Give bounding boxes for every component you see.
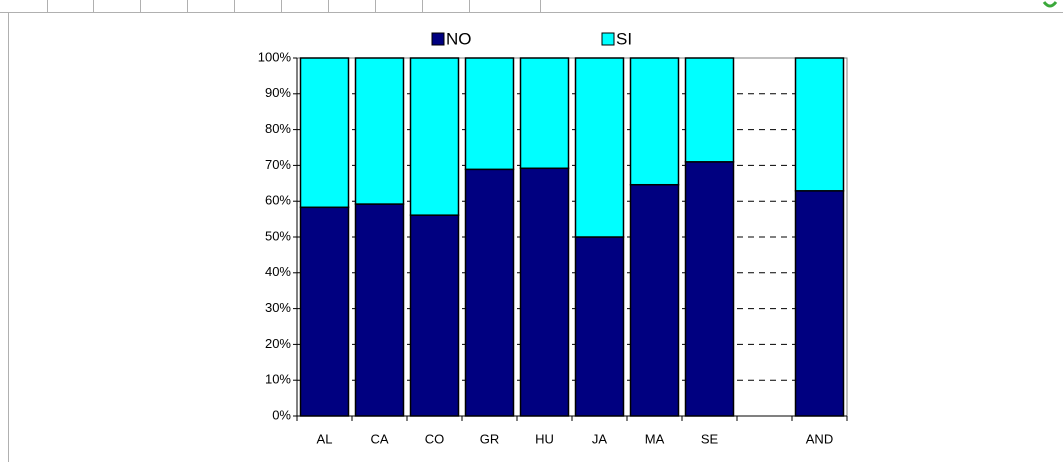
y-tick-label: 30% [265,300,291,315]
bar-segment [354,57,405,205]
y-tick-label: 0% [272,407,291,422]
bar-segment [519,167,570,417]
legend-label: NO [446,29,472,48]
x-tick-label: MA [645,431,665,446]
legend-swatch [601,32,615,46]
y-tick-label: 80% [265,121,291,136]
bar-segment [574,236,625,417]
legend-label: SI [616,29,632,48]
x-tick-label: SE [701,431,719,446]
y-tick-label: 40% [265,264,291,279]
y-tick-label: 50% [265,228,291,243]
x-tick-label: AL [317,431,333,446]
y-tick-label: 70% [265,157,291,172]
x-tick-label: JA [592,431,608,446]
legend-swatch [431,32,445,46]
bar-segment [409,214,460,417]
bar-segment [629,183,680,417]
bar-segment [629,57,680,186]
x-tick-label: GR [480,431,500,446]
sheet-icon [1042,1,1058,8]
y-tick-label: 20% [265,336,291,351]
bar-segment [684,57,735,163]
bar-segment [409,57,460,216]
y-tick-label: 90% [265,85,291,100]
bar-segment [299,206,350,417]
x-tick-label: HU [535,431,554,446]
x-tick-label: CO [425,431,445,446]
bar-segment [519,57,570,170]
bar-segment [574,57,625,238]
bar-segment [299,57,350,209]
y-tick-label: 100% [258,49,292,64]
x-tick-label: CA [370,431,388,446]
bar-segment [464,57,515,171]
bar-segment [794,190,845,417]
bar-segment [354,203,405,417]
y-tick-label: 60% [265,193,291,208]
y-tick-label: 10% [265,372,291,387]
bar-segment [684,161,735,417]
bar-segment [794,57,845,192]
bar-segment [464,168,515,417]
x-tick-label: AND [806,431,833,446]
